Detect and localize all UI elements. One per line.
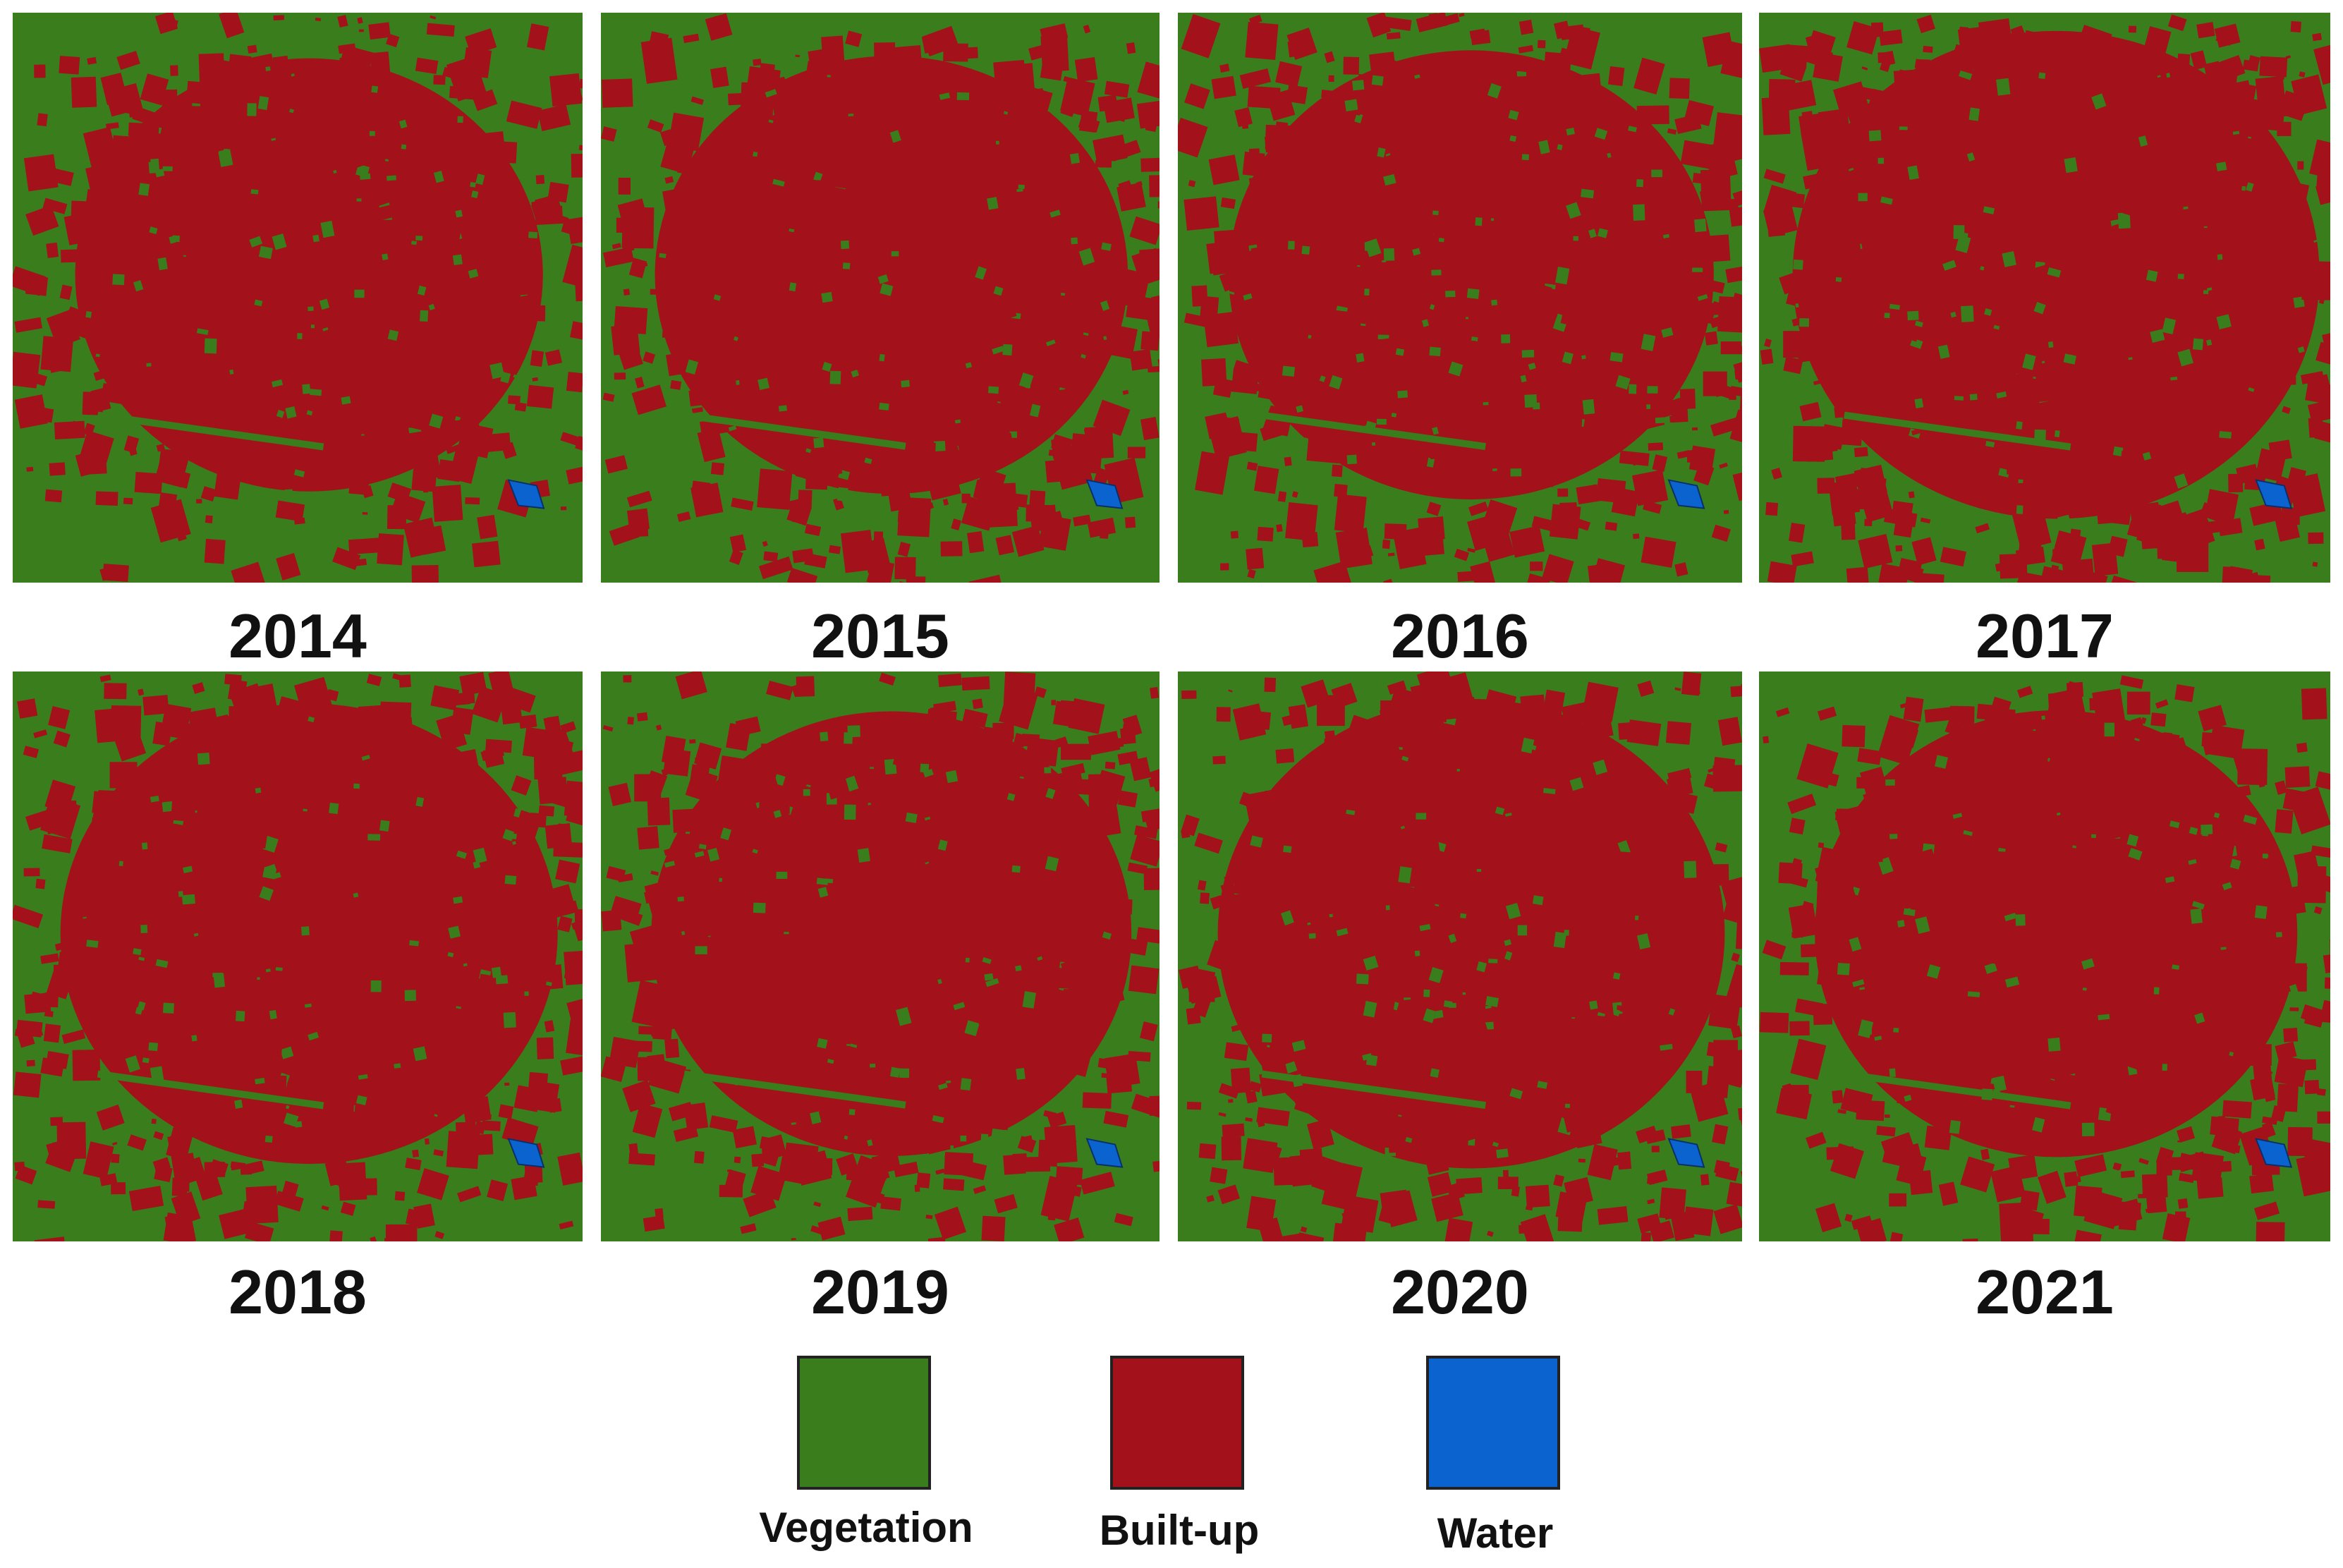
year-label-2018: 2018 <box>229 1257 367 1327</box>
map-image-2015 <box>601 13 1160 583</box>
map-image-2019 <box>601 671 1160 1241</box>
year-label-2017: 2017 <box>1976 601 2114 671</box>
map-panel-2020: 2020 <box>1178 671 1742 1327</box>
year-label-2014: 2014 <box>229 601 367 671</box>
legend-label-builtup: Built-up <box>1099 1507 1260 1554</box>
map-image-2021 <box>1759 671 2330 1241</box>
legend-label-water: Water <box>1437 1509 1554 1557</box>
year-label-2016: 2016 <box>1391 601 1529 671</box>
legend-label-vegetation: Vegetation <box>759 1504 973 1551</box>
map-image-2017 <box>1759 13 2330 583</box>
map-panel-2016: 2016 <box>1178 13 1742 676</box>
map-image-2016 <box>1178 13 1742 583</box>
legend-swatch-vegetation <box>797 1356 931 1490</box>
year-label-2020: 2020 <box>1391 1257 1529 1327</box>
year-label-2021: 2021 <box>1976 1257 2114 1327</box>
map-image-2018 <box>13 671 583 1241</box>
map-panel-2018: 2018 <box>13 671 583 1327</box>
map-panel-2014: 2014 <box>13 13 583 676</box>
map-panel-2019: 2019 <box>601 671 1160 1327</box>
map-image-2020 <box>1178 671 1742 1241</box>
year-label-2019: 2019 <box>811 1257 949 1327</box>
map-panel-2017: 2017 <box>1759 13 2330 676</box>
map-panel-2015: 2015 <box>601 13 1160 676</box>
map-panel-2021: 2021 <box>1759 671 2330 1327</box>
map-image-2014 <box>13 13 583 583</box>
legend-swatch-water <box>1426 1356 1560 1490</box>
year-label-2015: 2015 <box>811 601 949 671</box>
legend-swatch-builtup <box>1110 1356 1244 1490</box>
